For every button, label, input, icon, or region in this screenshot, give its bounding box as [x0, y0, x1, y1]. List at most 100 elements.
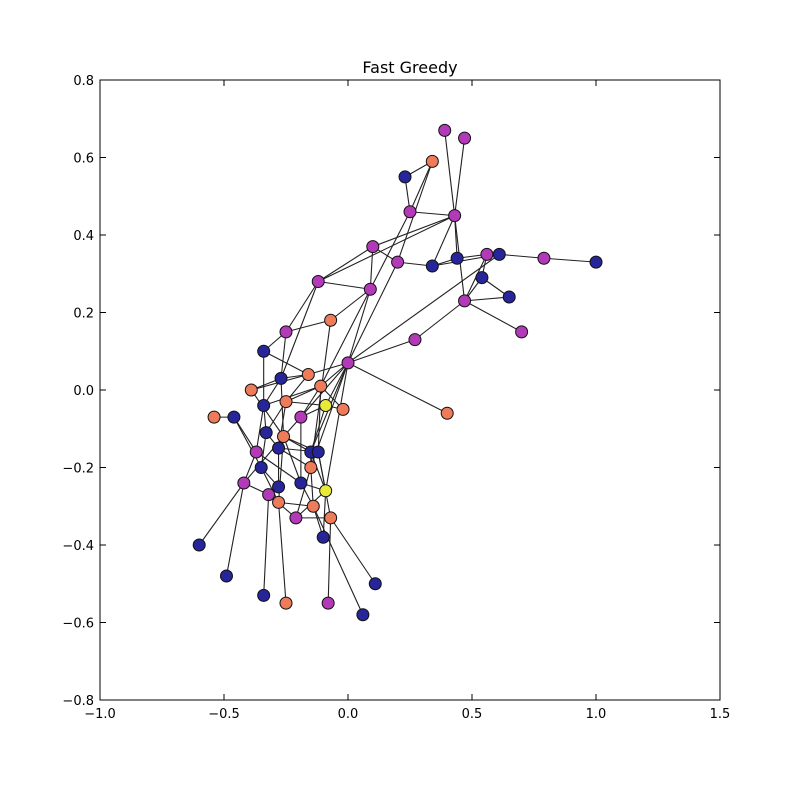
network-node: [341, 356, 355, 370]
network-node: [438, 123, 452, 137]
network-edge: [320, 288, 371, 387]
x-tick-label: −0.5: [208, 707, 240, 722]
network-node: [277, 430, 291, 443]
network-node: [366, 240, 380, 254]
network-node: [537, 251, 551, 265]
network-edge: [280, 331, 287, 379]
network-node: [391, 255, 405, 269]
network-node: [257, 399, 271, 412]
network-node: [321, 596, 335, 610]
network-node: [294, 410, 308, 424]
network-edge: [347, 261, 399, 364]
network-node: [363, 282, 377, 296]
network-edge: [310, 451, 327, 491]
network-node: [398, 170, 412, 184]
network-node: [475, 271, 489, 285]
network-edge: [464, 300, 522, 333]
network-node: [425, 154, 439, 168]
network-node: [403, 205, 417, 219]
x-tick-label: 0.5: [462, 707, 483, 722]
network-node: [227, 410, 241, 424]
network-node: [192, 538, 206, 552]
network-node: [448, 209, 462, 223]
network-node: [589, 255, 603, 269]
network-node: [480, 247, 494, 261]
network-node: [279, 325, 293, 339]
network-node: [274, 371, 288, 385]
network-edge: [263, 494, 270, 596]
y-tick-label: 0.8: [73, 74, 94, 89]
network-edge: [317, 246, 374, 282]
network-node: [301, 368, 315, 381]
network-edge: [255, 405, 265, 453]
network-node: [257, 588, 271, 602]
network-node: [502, 290, 516, 304]
network-node: [311, 275, 325, 288]
network-edge: [278, 502, 287, 604]
y-tick-label: −0.8: [62, 694, 94, 709]
network-edge: [330, 288, 371, 321]
network-node: [237, 476, 251, 490]
network-node: [262, 488, 276, 502]
network-edge: [225, 482, 245, 577]
network-edge: [347, 362, 448, 414]
network-edge: [325, 362, 349, 491]
network-edge: [295, 467, 312, 519]
ticks-layer: −1.0 −0.5 0.0 0.5 1.0 1.5 −0.8 −0.6 −0.4 −0.2 0.0 0…: [62, 74, 730, 722]
network-edge: [347, 253, 500, 364]
network-edge: [464, 296, 510, 302]
network-node: [207, 410, 221, 424]
network-node: [324, 313, 338, 327]
network-node: [257, 344, 271, 358]
network-edge: [308, 362, 349, 376]
network-edge: [369, 246, 374, 290]
network-node: [254, 461, 268, 474]
network-node: [272, 480, 286, 494]
network-edge: [250, 389, 284, 437]
network-node: [492, 247, 506, 261]
network-edge: [318, 280, 371, 290]
network-node: [368, 577, 382, 591]
network-node: [408, 333, 422, 347]
x-tick-label: 1.5: [710, 707, 731, 722]
network-node: [450, 251, 464, 265]
y-tick-label: 0.0: [73, 384, 94, 399]
network-edge: [347, 339, 416, 364]
network-node: [306, 499, 320, 513]
network-node: [314, 379, 328, 393]
network-edge: [233, 416, 262, 468]
network-edge: [347, 289, 371, 364]
network-edge: [255, 451, 302, 484]
network-edge: [454, 138, 466, 216]
network-edge: [330, 517, 376, 585]
network-node: [319, 399, 333, 412]
network-edge: [280, 281, 319, 379]
network-edge: [310, 405, 327, 453]
network-edge: [285, 319, 331, 333]
network-edge: [283, 436, 302, 484]
network-edge: [327, 517, 332, 604]
network-node: [316, 530, 330, 544]
network-edge: [198, 482, 245, 546]
x-tick-label: 0.0: [338, 707, 359, 722]
network-node: [356, 608, 370, 622]
network-node: [319, 484, 333, 498]
network-node: [289, 511, 303, 525]
network-edge: [409, 211, 455, 217]
network-node: [515, 325, 529, 339]
x-tick-label: −1.0: [84, 707, 116, 722]
network-edge: [263, 385, 321, 407]
y-tick-label: −0.4: [62, 539, 94, 554]
network-node: [294, 476, 308, 490]
y-tick-label: −0.6: [62, 617, 94, 632]
network-node: [324, 511, 338, 525]
network-node: [279, 395, 293, 409]
y-tick-label: 0.6: [73, 152, 94, 167]
nodes-layer: [192, 123, 603, 622]
y-tick-label: 0.4: [73, 229, 94, 244]
network-edge: [285, 281, 319, 333]
network-node: [336, 402, 350, 416]
network-edge: [414, 300, 465, 341]
